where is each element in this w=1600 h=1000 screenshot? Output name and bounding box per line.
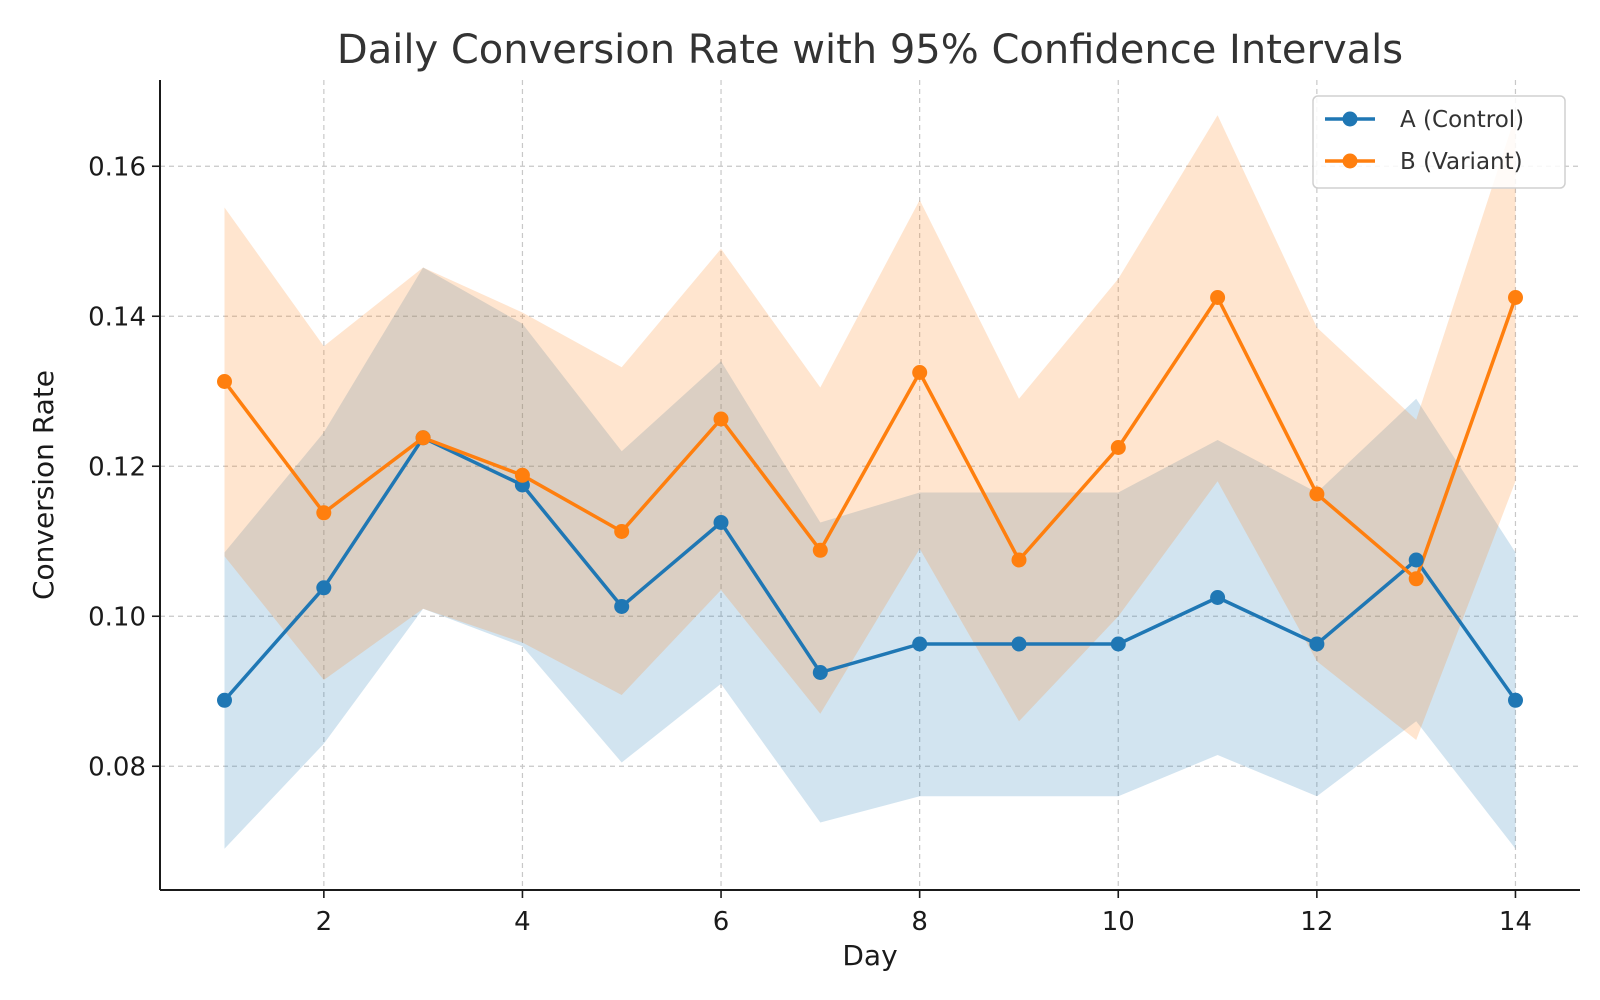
confidence-bands: [224, 115, 1516, 849]
y-tick-label: 0.14: [88, 302, 146, 332]
data-point-b: [1110, 440, 1126, 455]
x-tick-label: 6: [713, 907, 730, 937]
data-point-b: [1508, 290, 1523, 305]
data-point-a: [316, 580, 332, 596]
series-line-b: [223, 295, 1518, 581]
data-point-b: [1309, 486, 1325, 502]
ticks: 2 4 6 8 10 12 14 0.08 0.10 0.12 0.14 0.16: [88, 152, 1532, 937]
data-point-a: [1011, 636, 1027, 652]
y-tick-label: 0.16: [88, 152, 146, 182]
chart-title: Daily Conversion Rate with 95% Confidenc…: [337, 27, 1403, 73]
data-point-b: [217, 374, 232, 389]
data-point-b: [812, 542, 828, 558]
data-point-a: [812, 665, 828, 680]
ci-band-a: [224, 267, 1516, 849]
data-point-a: [1408, 552, 1424, 568]
data-point-a: [614, 599, 630, 614]
legend-marker-a: [1342, 111, 1358, 127]
axes: [159, 80, 1580, 891]
data-point-a: [912, 636, 928, 652]
data-point-b: [415, 430, 431, 446]
data-point-b: [514, 467, 530, 483]
x-tick-label: 10: [1102, 907, 1135, 937]
x-tick-label: 4: [514, 907, 531, 937]
data-point-a: [217, 692, 232, 708]
ci-band-b: [224, 115, 1516, 741]
legend-label-a: A (Control): [1400, 107, 1524, 133]
y-tick-label: 0.10: [88, 602, 146, 632]
legend-box: [1312, 95, 1566, 189]
series-points: [217, 290, 1523, 708]
data-point-b: [316, 505, 332, 521]
y-axis-title: Conversion Rate: [27, 370, 60, 600]
data-point-b: [614, 524, 630, 539]
data-point-a: [1210, 590, 1226, 605]
data-point-b: [1210, 290, 1226, 305]
data-point-b: [1011, 552, 1027, 568]
x-tick-label: 14: [1499, 907, 1532, 937]
data-point-a: [1508, 692, 1523, 708]
data-point-b: [713, 411, 729, 427]
data-point-b: [912, 365, 928, 380]
legend-label-b: B (Variant): [1400, 149, 1523, 175]
x-tick-label: 2: [316, 907, 333, 937]
data-point-a: [713, 515, 729, 530]
data-point-a: [1309, 636, 1325, 652]
y-tick-label: 0.08: [88, 752, 146, 782]
x-tick-label: 12: [1300, 907, 1333, 937]
data-point-a: [1110, 636, 1126, 652]
series-lines: [223, 295, 1518, 702]
legend: A (Control) B (Variant): [1312, 95, 1566, 189]
y-tick-label: 0.12: [88, 452, 146, 482]
data-point-b: [1408, 571, 1424, 587]
legend-marker-b: [1342, 153, 1358, 169]
x-axis-title: Day: [842, 939, 897, 972]
x-tick-label: 8: [911, 907, 928, 937]
